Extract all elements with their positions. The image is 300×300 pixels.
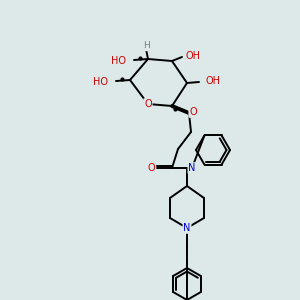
Text: H: H [142,41,149,50]
Text: N: N [183,223,191,233]
Text: HO: HO [111,56,126,66]
Text: OH: OH [186,51,201,61]
Text: O: O [144,99,152,109]
Text: HO: HO [93,77,108,87]
Text: O: O [189,107,197,117]
Text: N: N [188,163,196,173]
Text: OH: OH [205,76,220,86]
Text: O: O [147,163,155,173]
